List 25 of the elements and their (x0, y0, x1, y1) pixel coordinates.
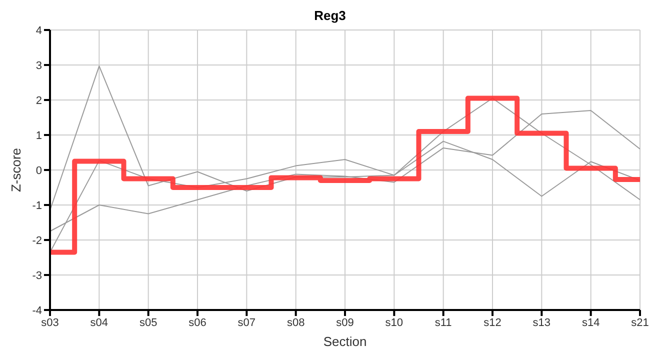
x-tick-label: s11 (434, 316, 452, 329)
y-tick-label: 4 (36, 24, 42, 37)
y-tick-label: -4 (32, 304, 42, 317)
x-tick-label: s04 (90, 316, 108, 329)
x-tick-label: s12 (484, 316, 502, 329)
x-axis-title: Section (323, 334, 367, 349)
chart-title: Reg3 (313, 8, 347, 25)
x-tick-label: s03 (41, 316, 59, 329)
y-tick-label: 2 (36, 94, 42, 107)
x-tick-label: s09 (336, 316, 354, 329)
x-tick-label: s10 (385, 316, 404, 329)
x-tick-label: s14 (582, 316, 600, 329)
x-tick-label: s05 (139, 316, 158, 329)
y-tick-label: 1 (36, 130, 42, 142)
x-tick-label: s07 (238, 316, 256, 329)
y-tick-label: -2 (32, 234, 42, 247)
y-tick-label: 3 (36, 60, 42, 72)
y-axis-title: Z-score (8, 148, 24, 192)
x-tick-label: s06 (188, 316, 206, 329)
x-tick-label: s13 (532, 316, 551, 329)
x-tick-label: s21 (631, 316, 649, 329)
y-tick-label: -1 (32, 200, 42, 212)
x-tick-label: s08 (286, 316, 305, 329)
y-tick-label: -3 (32, 270, 42, 282)
y-tick-label: 0 (36, 164, 42, 177)
